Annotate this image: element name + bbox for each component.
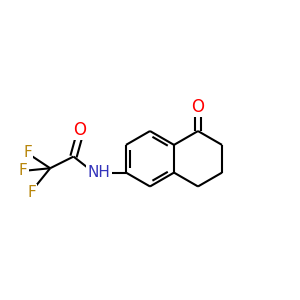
Text: F: F [27,185,36,200]
Text: F: F [23,145,32,160]
Text: O: O [191,98,205,116]
Text: O: O [73,121,86,139]
Text: F: F [19,163,28,178]
Text: NH: NH [87,165,110,180]
